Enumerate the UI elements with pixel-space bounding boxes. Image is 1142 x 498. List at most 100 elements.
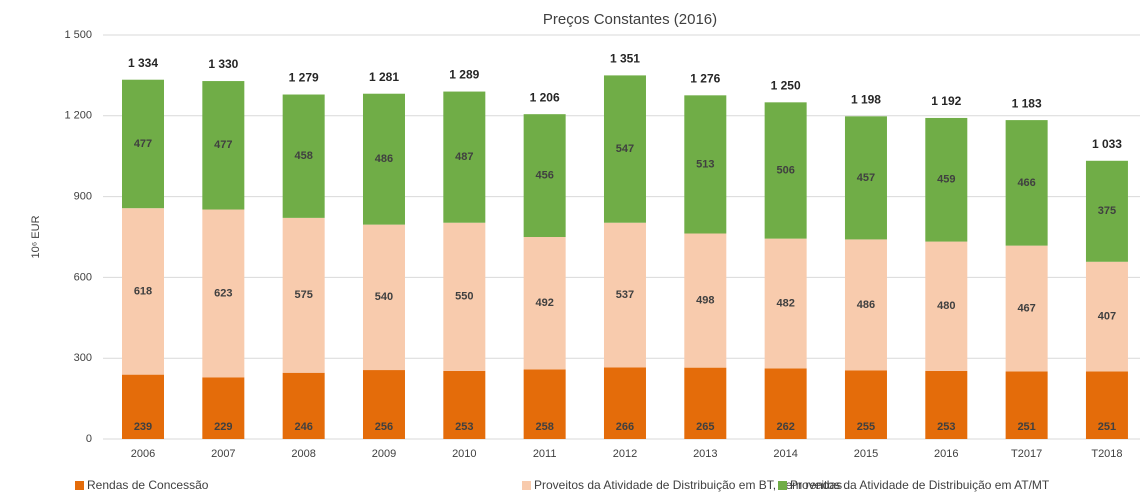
y-tick-label: 600 [74,271,92,283]
data-label: 467 [1017,302,1035,314]
bar-segment [122,79,164,209]
bar-segment [362,93,405,225]
data-label: 262 [776,421,794,433]
data-label: 506 [776,164,794,176]
data-label: 246 [294,421,312,433]
data-label: 459 [937,174,955,186]
total-label: 1 198 [851,93,881,107]
bar-segment [282,217,325,373]
data-label: 458 [294,150,312,162]
y-axis-label: 10⁶ EUR [30,215,42,258]
data-label: 513 [696,158,714,170]
data-label: 456 [535,169,553,181]
x-tick-label: 2014 [773,448,797,460]
bar-segment [1085,160,1128,262]
bar-segment [1005,245,1048,372]
x-tick-label: 2011 [533,448,557,460]
legend-swatch [522,481,531,490]
data-label: 487 [455,151,473,163]
bar-segment [362,224,405,371]
x-tick-label: 2008 [291,448,315,460]
x-tick-label: 2009 [372,448,396,460]
bar-segment [684,233,727,368]
data-label: 251 [1017,421,1035,433]
data-label: 255 [857,421,875,433]
bar-segment [122,208,164,375]
bar-segment [202,81,245,210]
data-label: 540 [375,291,393,303]
bar-segment [1005,120,1048,246]
bar-segment [523,369,566,439]
data-label: 623 [214,287,232,299]
chart-title: Preços Constantes (2016) [543,11,717,28]
data-label: 492 [535,297,553,309]
bar-segment [1085,261,1128,372]
x-tick-label: T2017 [1011,448,1042,460]
bar-segment [443,222,486,371]
bar-segment [603,367,646,439]
total-label: 1 192 [931,94,961,108]
x-tick-label: T2018 [1091,448,1122,460]
bar-segment [603,222,646,368]
y-tick-label: 300 [74,352,92,364]
total-label: 1 330 [208,57,238,71]
x-tick-label: 2013 [693,448,717,460]
total-label: 1 206 [530,90,560,104]
total-label: 1 183 [1012,96,1042,110]
data-label: 618 [134,285,152,297]
y-tick-label: 1 200 [64,110,92,122]
data-label: 477 [214,139,232,151]
total-label: 1 250 [771,79,801,93]
total-label: 1 351 [610,52,640,66]
bar-segment [202,377,245,439]
legend-label: Proveitos da Atividade de Distribuição e… [790,478,1050,492]
x-tick-label: 2016 [934,448,958,460]
data-label: 265 [696,421,714,433]
y-tick-label: 1 500 [64,29,92,41]
bar-segment [202,209,245,378]
bar-segment [844,239,887,371]
data-label: 547 [616,143,634,155]
total-label: 1 281 [369,70,399,84]
y-tick-label: 900 [74,191,92,203]
data-label: 258 [535,421,553,433]
bar-segment [684,367,727,439]
bar-segment [764,368,807,439]
bar-segment [443,370,486,439]
bar-segment [282,372,325,439]
data-label: 498 [696,294,714,306]
data-label: 253 [455,421,473,433]
bar-segment [925,370,968,439]
bar-segment [362,370,405,439]
data-label: 537 [616,289,634,301]
data-label: 480 [937,300,955,312]
data-label: 482 [776,297,794,309]
x-tick-label: 2015 [854,448,878,460]
total-label: 1 289 [449,68,479,82]
bar-segment [764,238,807,369]
x-tick-label: 2007 [211,448,235,460]
bar-segment [684,95,727,234]
legend-label: Proveitos da Atividade de Distribuição e… [534,478,842,492]
bar-segment [282,94,325,218]
data-label: 229 [214,421,232,433]
data-label: 239 [134,421,152,433]
total-label: 1 279 [289,71,319,85]
legend-swatch [75,481,84,490]
bar-segment [122,374,164,439]
legend-label: Rendas de Concessão [87,478,209,492]
bar-segment [523,114,566,237]
bar-segment [443,91,486,223]
data-label: 477 [134,138,152,150]
data-label: 253 [937,421,955,433]
total-label: 1 334 [128,56,158,70]
bar-segment [764,102,807,239]
x-tick-label: 2012 [613,448,637,460]
total-label: 1 033 [1092,137,1122,151]
bar-segment [844,116,887,240]
bar-segment [1085,371,1128,439]
data-label: 486 [857,299,875,311]
data-label: 466 [1017,177,1035,189]
data-label: 575 [294,289,312,301]
